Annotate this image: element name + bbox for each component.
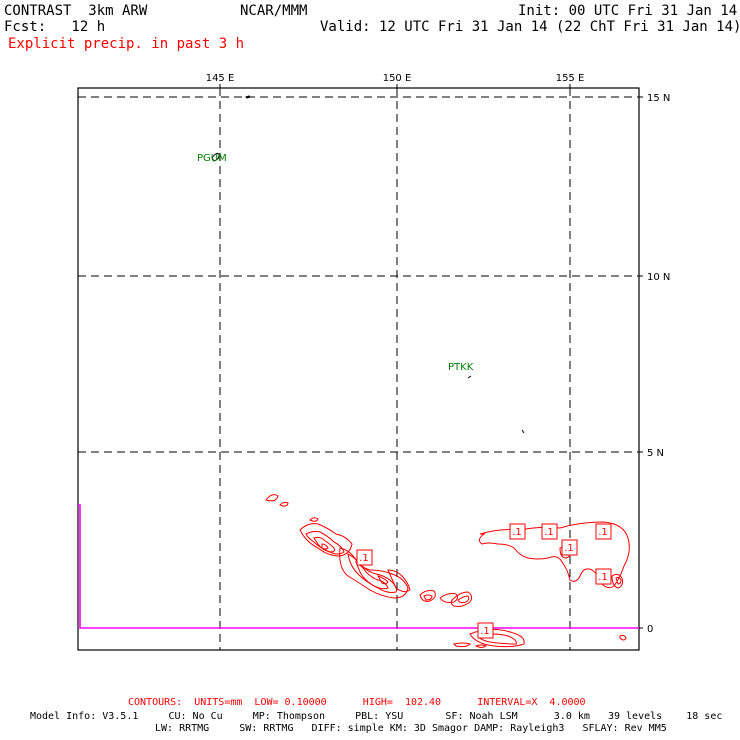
svg-text:.1: .1 (544, 527, 554, 538)
graticule (78, 88, 639, 650)
valid-time: Valid: 12 UTC Fri 31 Jan 14 (22 ChT Fri … (320, 19, 740, 35)
svg-text:.1: .1 (598, 527, 608, 538)
lat-label-15: 15 N (647, 93, 670, 104)
lon-label-150: 150 E (383, 73, 412, 84)
lon-label-155: 155 E (556, 73, 585, 84)
precip-contours (265, 494, 630, 648)
lat-label-0: 0 (647, 624, 653, 635)
coastline (211, 95, 525, 434)
contour-label-box: .1 (561, 539, 578, 556)
svg-text:.1: .1 (598, 572, 608, 583)
contour-label-box: .1 (595, 568, 612, 585)
field-title: Explicit precip. in past 3 h (8, 36, 245, 52)
lat-label-10: 10 N (647, 272, 670, 283)
forecast-hour: Fcst: 12 h (4, 19, 106, 35)
contour-label-box: .1 (477, 622, 494, 639)
contour-label-box: .1 (595, 523, 612, 540)
model-info-line1: Model Info: V3.5.1 CU: No Cu MP: Thompso… (30, 711, 723, 722)
map-frame (77, 87, 640, 651)
svg-text:.1: .1 (359, 553, 369, 564)
contour-label-boxes: .1 .1 .1 .1 .1 .1 .1 (356, 523, 612, 639)
contour-label-box: .1 (541, 523, 558, 540)
svg-text:.1: .1 (480, 626, 490, 637)
contour-label-box: .1 (509, 523, 526, 540)
station-label-ptkk: PTKK (448, 362, 474, 373)
lat-label-5: 5 N (647, 448, 664, 459)
contour-info: CONTOURS: UNITS=mm LOW= 0.10000 HIGH= 10… (128, 697, 586, 708)
domain-boundary (78, 504, 639, 629)
init-time: Init: 00 UTC Fri 31 Jan 14 (518, 3, 738, 19)
lon-label-145: 145 E (206, 73, 235, 84)
svg-text:.1: .1 (564, 543, 574, 554)
contour-label-box: .1 (356, 549, 373, 566)
center-name: NCAR/MMM (240, 3, 308, 19)
model-info-line2: LW: RRTMG SW: RRTMG DIFF: simple KM: 3D … (155, 723, 667, 734)
svg-text:.1: .1 (512, 527, 522, 538)
station-label-pgum: PGUM (197, 153, 227, 164)
model-title: CONTRAST 3km ARW (4, 3, 148, 19)
